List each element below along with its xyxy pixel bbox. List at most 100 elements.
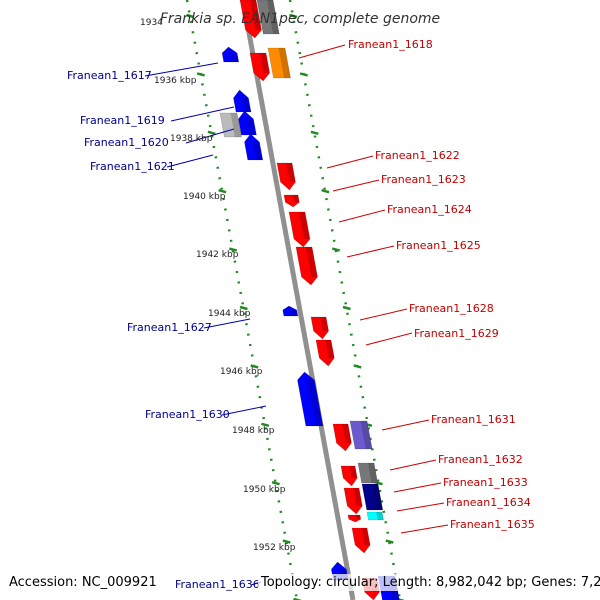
gene-shade xyxy=(292,195,300,203)
gene-feature[interactable] xyxy=(267,47,291,79)
major-tick xyxy=(282,539,291,544)
gene-shade xyxy=(241,98,252,112)
major-tick xyxy=(385,539,394,544)
gene-shade xyxy=(320,317,329,331)
kbp-label: 1940 kbp xyxy=(183,192,226,202)
kbp-label: 1936 kbp xyxy=(154,76,197,86)
label-leaders xyxy=(144,44,449,586)
gene-features xyxy=(219,0,400,600)
gene-label-franean1-1635[interactable]: Franean1_1635 xyxy=(450,518,535,531)
gene-feature[interactable] xyxy=(283,194,300,208)
leader-line xyxy=(396,502,445,512)
gene-feature[interactable] xyxy=(349,420,373,450)
major-tick xyxy=(342,305,351,311)
gene-label-franean1-1624[interactable]: Franean1_1624 xyxy=(387,203,472,216)
gene-label-franean1-1627[interactable]: Franean1_1627 xyxy=(127,321,212,334)
major-tick xyxy=(310,130,319,136)
gene-feature[interactable] xyxy=(361,483,384,511)
major-tick xyxy=(289,13,298,19)
gene-feature[interactable] xyxy=(276,162,296,191)
leader-line xyxy=(389,459,437,471)
gene-feature[interactable] xyxy=(239,0,262,39)
gene-feature[interactable] xyxy=(332,423,352,452)
gene-feature[interactable] xyxy=(238,110,257,136)
gene-feature[interactable] xyxy=(249,52,270,82)
gene-label-franean1-1636[interactable]: Franean1_1636 xyxy=(175,578,260,591)
leader-line xyxy=(170,106,235,122)
gene-shade xyxy=(360,421,373,449)
major-tick xyxy=(218,188,227,194)
major-tick xyxy=(293,597,302,600)
major-tick xyxy=(250,364,259,369)
major-tick xyxy=(196,72,205,77)
gene-feature[interactable] xyxy=(219,112,242,138)
gene-shade xyxy=(306,380,323,426)
gene-shade xyxy=(286,163,296,182)
kbp-label: 1934 xyxy=(140,18,163,28)
gene-feature[interactable] xyxy=(351,527,371,554)
leader-line xyxy=(338,209,386,223)
gene-label-franean1-1620[interactable]: Franean1_1620 xyxy=(84,136,169,149)
major-tick xyxy=(321,188,330,194)
major-tick xyxy=(261,422,270,428)
gene-feature[interactable] xyxy=(295,246,318,286)
kbp-label: 1952 kbp xyxy=(253,543,296,553)
leader-line xyxy=(166,154,214,168)
gene-feature[interactable] xyxy=(221,46,240,63)
gene-label-franean1-1630[interactable]: Franean1_1630 xyxy=(145,408,230,421)
major-tick xyxy=(186,13,195,19)
gene-feature[interactable] xyxy=(366,511,384,521)
gene-feature[interactable] xyxy=(244,133,264,161)
gene-shade xyxy=(259,53,270,73)
kbp-label: 1948 kbp xyxy=(232,426,275,436)
gene-feature[interactable] xyxy=(288,211,311,248)
gene-feature[interactable] xyxy=(343,487,363,515)
gene-feature[interactable] xyxy=(347,514,362,523)
leader-line xyxy=(346,245,395,258)
gene-feature[interactable] xyxy=(315,339,335,367)
gene-label-franean1-1618[interactable]: Franean1_1618 xyxy=(348,38,433,51)
leader-line xyxy=(400,524,449,534)
major-tick xyxy=(353,364,362,369)
gene-label-franean1-1633[interactable]: Franean1_1633 xyxy=(443,476,528,489)
gene-shade xyxy=(325,340,335,358)
major-tick xyxy=(299,72,308,77)
gene-feature[interactable] xyxy=(310,316,329,340)
gene-label-franean1-1619[interactable]: Franean1_1619 xyxy=(80,114,165,127)
gene-feature[interactable] xyxy=(233,89,252,113)
gene-label-franean1-1623[interactable]: Franean1_1623 xyxy=(381,173,466,186)
gene-shade xyxy=(305,247,318,277)
kbp-label: 1938 kbp xyxy=(170,134,213,144)
gene-label-franean1-1622[interactable]: Franean1_1622 xyxy=(375,149,460,162)
tick-ruler-left xyxy=(185,0,299,600)
gene-shade xyxy=(246,119,257,135)
tick-ruler-right xyxy=(288,0,402,600)
gene-feature[interactable] xyxy=(282,305,299,317)
gene-shade xyxy=(298,212,310,239)
gene-shade xyxy=(361,528,371,545)
gene-label-franean1-1634[interactable]: Franean1_1634 xyxy=(446,496,531,509)
gene-label-franean1-1625[interactable]: Franean1_1625 xyxy=(396,239,481,252)
gene-shade xyxy=(353,488,363,506)
major-tick xyxy=(271,480,280,486)
gene-feature[interactable] xyxy=(357,462,379,484)
leader-line xyxy=(221,405,267,416)
gene-shade xyxy=(230,53,239,62)
gene-label-franean1-1631[interactable]: Franean1_1631 xyxy=(431,413,516,426)
gene-shade xyxy=(230,113,242,137)
gene-shade xyxy=(290,310,298,316)
gene-label-franean1-1628[interactable]: Franean1_1628 xyxy=(409,302,494,315)
gene-label-franean1-1621[interactable]: Franean1_1621 xyxy=(90,160,175,173)
leader-line xyxy=(332,179,380,192)
gene-label-franean1-1629[interactable]: Franean1_1629 xyxy=(414,327,499,340)
leader-line xyxy=(298,44,346,59)
gene-feature[interactable] xyxy=(340,465,358,487)
gene-label-franean1-1632[interactable]: Franean1_1632 xyxy=(438,453,523,466)
gene-feature[interactable] xyxy=(297,371,324,427)
gene-feature[interactable] xyxy=(256,0,280,35)
gene-label-franean1-1617[interactable]: Franean1_1617 xyxy=(67,69,152,82)
genome-backbone xyxy=(240,0,356,600)
gene-shade xyxy=(342,424,352,443)
major-tick xyxy=(239,305,248,311)
